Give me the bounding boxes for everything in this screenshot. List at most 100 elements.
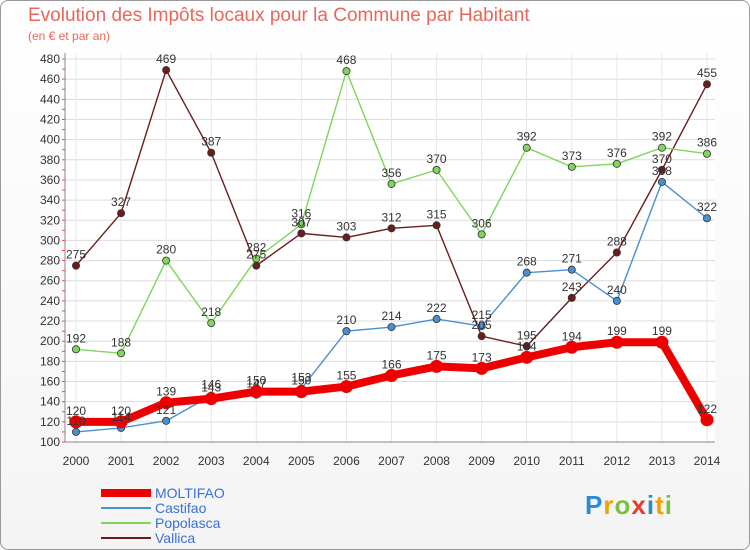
point-popolasca <box>252 254 261 263</box>
data-label-popolasca: 392 <box>652 130 672 144</box>
x-tick-label: 2014 <box>694 454 721 468</box>
point-vallica <box>342 233 351 242</box>
point-moltifao <box>655 335 669 349</box>
data-label-popolasca: 356 <box>381 166 401 180</box>
logo-letter: o <box>614 490 632 520</box>
point-moltifao <box>610 335 624 349</box>
data-label-vallica: 288 <box>607 235 627 249</box>
data-label-moltifao: 120 <box>66 404 86 418</box>
legend-label: Popolasca <box>155 514 221 531</box>
y-tick-label: 100 <box>40 435 60 449</box>
point-moltifao <box>430 359 444 373</box>
data-label-popolasca: 392 <box>517 130 537 144</box>
data-label-castifao: 271 <box>562 252 582 266</box>
legend-item: Popolasca <box>101 514 225 531</box>
point-castifao <box>657 177 666 186</box>
logo-letter: P <box>585 490 604 520</box>
data-label-popolasca: 188 <box>111 335 131 349</box>
proxiti-logo: Proxiti <box>585 490 673 521</box>
chart-subtitle: (en € et par an) <box>28 29 111 43</box>
y-tick-label: 360 <box>40 173 60 187</box>
point-moltifao <box>339 380 353 394</box>
point-vallica <box>612 248 621 257</box>
data-label-popolasca: 468 <box>336 53 356 67</box>
y-tick-label: 140 <box>40 395 60 409</box>
data-label-vallica: 387 <box>201 135 221 149</box>
data-label-vallica: 205 <box>472 318 492 332</box>
point-vallica <box>162 66 171 75</box>
data-label-popolasca: 370 <box>427 152 447 166</box>
legend-swatch <box>101 536 151 539</box>
point-castifao <box>342 327 351 336</box>
data-label-vallica: 303 <box>336 219 356 233</box>
x-tick-label: 2005 <box>288 454 315 468</box>
point-vallica <box>72 261 81 270</box>
data-label-moltifao: 175 <box>427 348 447 362</box>
y-tick-label: 260 <box>40 274 60 288</box>
point-castifao <box>612 296 621 305</box>
point-popolasca <box>657 143 666 152</box>
point-popolasca <box>567 162 576 171</box>
point-castifao <box>567 265 576 274</box>
y-tick-label: 220 <box>40 314 60 328</box>
data-label-castifao: 222 <box>427 301 447 315</box>
data-label-castifao: 240 <box>607 283 627 297</box>
point-popolasca <box>387 179 396 188</box>
x-tick-label: 2007 <box>378 454 405 468</box>
point-moltifao <box>159 396 173 410</box>
point-vallica <box>207 148 216 157</box>
data-label-vallica: 307 <box>291 215 311 229</box>
y-tick-label: 340 <box>40 193 60 207</box>
y-tick-label: 320 <box>40 213 60 227</box>
point-castifao <box>522 268 531 277</box>
legend-item: MOLTIFAO <box>101 484 225 501</box>
logo-letter: r <box>603 490 615 520</box>
point-castifao <box>387 323 396 332</box>
y-tick-label: 460 <box>40 72 60 86</box>
logo-letter: t <box>655 490 665 520</box>
data-label-castifao: 153 <box>291 371 311 385</box>
legend-label: Castifao <box>155 499 207 516</box>
y-tick-label: 380 <box>40 153 60 167</box>
logo-letter: i <box>664 490 673 520</box>
data-label-moltifao: 150 <box>246 374 266 388</box>
data-label-moltifao: 120 <box>111 404 131 418</box>
data-label-vallica: 315 <box>427 207 447 221</box>
point-popolasca <box>703 149 712 158</box>
x-tick-label: 2008 <box>423 454 450 468</box>
point-popolasca <box>297 220 306 229</box>
data-label-castifao: 146 <box>201 378 221 392</box>
data-label-vallica: 327 <box>111 195 131 209</box>
y-tick-label: 180 <box>40 354 60 368</box>
data-label-moltifao: 173 <box>472 350 492 364</box>
y-tick-label: 120 <box>40 415 60 429</box>
data-label-popolasca: 386 <box>697 136 717 150</box>
legend-label: MOLTIFAO <box>155 484 225 501</box>
point-popolasca <box>522 143 531 152</box>
data-label-castifao: 215 <box>472 308 492 322</box>
data-label-vallica: 243 <box>562 280 582 294</box>
point-moltifao <box>700 413 714 427</box>
x-tick-label: 2000 <box>63 454 90 468</box>
data-label-moltifao: 155 <box>336 369 356 383</box>
point-popolasca <box>72 345 81 354</box>
chart-legend: MOLTIFAO Castifao Popolasca Vallica <box>101 484 225 546</box>
data-label-moltifao: 199 <box>652 324 672 338</box>
data-label-popolasca: 282 <box>246 241 266 255</box>
data-label-moltifao: 194 <box>562 329 582 343</box>
y-tick-label: 480 <box>40 52 60 66</box>
point-popolasca <box>207 319 216 328</box>
data-label-vallica: 469 <box>156 52 176 66</box>
data-label-popolasca: 316 <box>291 206 311 220</box>
point-moltifao <box>565 340 579 354</box>
legend-item: Castifao <box>101 499 225 516</box>
y-tick-label: 200 <box>40 334 60 348</box>
data-label-castifao: 322 <box>697 200 717 214</box>
point-moltifao <box>520 350 534 364</box>
y-tick-label: 240 <box>40 294 60 308</box>
data-label-castifao: 114 <box>112 410 131 424</box>
data-label-moltifao: 199 <box>607 324 627 338</box>
point-vallica <box>522 342 531 351</box>
data-label-castifao: 121 <box>156 403 176 417</box>
